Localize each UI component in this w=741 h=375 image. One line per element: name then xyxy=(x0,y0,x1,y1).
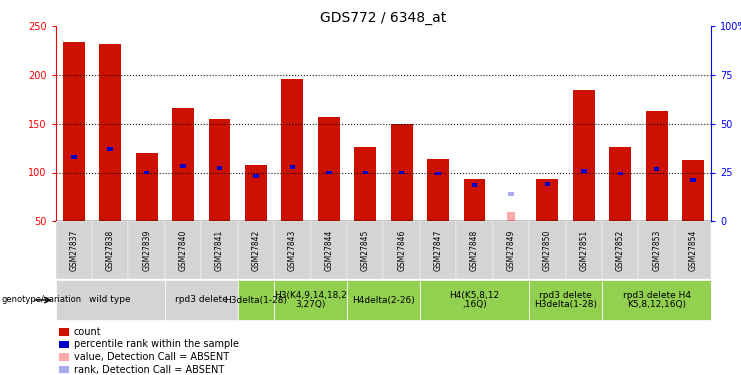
Bar xyxy=(326,171,331,174)
Text: GSM27842: GSM27842 xyxy=(251,230,260,271)
Text: H4(K5,8,12
,16Q): H4(K5,8,12 ,16Q) xyxy=(450,291,499,309)
Bar xyxy=(63,42,84,221)
Bar xyxy=(573,90,595,221)
Bar xyxy=(253,174,259,178)
Bar xyxy=(645,111,668,221)
Text: rpd3 delete
H3delta(1-28): rpd3 delete H3delta(1-28) xyxy=(534,291,597,309)
Text: GSM27851: GSM27851 xyxy=(579,230,588,271)
Text: rank, Detection Call = ABSENT: rank, Detection Call = ABSENT xyxy=(73,364,224,375)
Bar xyxy=(639,221,675,279)
Bar xyxy=(508,192,514,196)
Text: GSM27852: GSM27852 xyxy=(616,230,625,271)
Bar xyxy=(172,108,194,221)
Bar xyxy=(238,221,274,279)
Bar xyxy=(59,366,69,373)
Bar xyxy=(144,171,150,174)
Bar xyxy=(128,221,165,279)
Bar xyxy=(493,221,529,279)
Text: GSM27844: GSM27844 xyxy=(325,230,333,271)
Bar xyxy=(282,79,303,221)
Bar xyxy=(436,171,441,176)
Bar xyxy=(136,153,158,221)
Bar xyxy=(427,159,449,221)
Text: GSM27854: GSM27854 xyxy=(688,230,697,271)
Text: percentile rank within the sample: percentile rank within the sample xyxy=(73,339,239,350)
Text: genotype/variation: genotype/variation xyxy=(1,296,82,304)
Text: rpd3 delete H4
K5,8,12,16Q): rpd3 delete H4 K5,8,12,16Q) xyxy=(622,291,691,309)
Text: GSM27846: GSM27846 xyxy=(397,230,406,271)
Bar xyxy=(56,221,92,279)
Text: GSM27850: GSM27850 xyxy=(543,230,552,271)
Bar xyxy=(347,280,420,320)
Bar xyxy=(609,147,631,221)
Bar xyxy=(682,160,704,221)
Bar xyxy=(59,353,69,361)
Text: GSM27841: GSM27841 xyxy=(215,230,224,271)
Title: GDS772 / 6348_at: GDS772 / 6348_at xyxy=(320,11,447,25)
Bar xyxy=(362,171,368,174)
Bar xyxy=(274,280,347,320)
Bar xyxy=(529,221,565,279)
Bar xyxy=(245,165,267,221)
Text: GSM27848: GSM27848 xyxy=(470,230,479,271)
Bar xyxy=(565,221,602,279)
Bar xyxy=(472,183,477,187)
Bar xyxy=(165,221,202,279)
Bar xyxy=(290,165,295,169)
Text: H3delta(1-28): H3delta(1-28) xyxy=(225,296,288,304)
Bar xyxy=(354,147,376,221)
Text: value, Detection Call = ABSENT: value, Detection Call = ABSENT xyxy=(73,352,229,362)
Bar xyxy=(399,171,405,174)
Bar xyxy=(581,169,587,172)
Bar xyxy=(347,221,384,279)
Bar xyxy=(180,164,186,168)
Text: GSM27847: GSM27847 xyxy=(433,230,442,271)
Text: GSM27843: GSM27843 xyxy=(288,230,297,271)
Bar xyxy=(529,280,602,320)
Bar xyxy=(391,124,413,221)
Text: GSM27838: GSM27838 xyxy=(106,230,115,271)
Text: count: count xyxy=(73,327,102,337)
Text: GSM27840: GSM27840 xyxy=(179,230,187,271)
Bar xyxy=(202,221,238,279)
Text: H4delta(2-26): H4delta(2-26) xyxy=(352,296,415,304)
Text: H3(K4,9,14,18,2
3,27Q): H3(K4,9,14,18,2 3,27Q) xyxy=(274,291,347,309)
Bar xyxy=(456,221,493,279)
Text: GSM27839: GSM27839 xyxy=(142,230,151,271)
Bar xyxy=(384,221,420,279)
Bar xyxy=(310,221,347,279)
Bar xyxy=(602,221,639,279)
Text: wild type: wild type xyxy=(90,296,131,304)
Bar xyxy=(56,280,165,320)
Bar xyxy=(691,178,696,182)
Bar xyxy=(92,221,128,279)
Bar xyxy=(617,171,623,176)
Bar xyxy=(217,166,222,170)
Bar xyxy=(507,211,515,221)
Text: GSM27845: GSM27845 xyxy=(361,230,370,271)
Text: GSM27849: GSM27849 xyxy=(507,230,516,271)
Bar xyxy=(420,280,529,320)
Bar xyxy=(59,328,69,336)
Text: GSM27837: GSM27837 xyxy=(70,230,79,271)
Bar xyxy=(318,117,339,221)
Bar xyxy=(59,340,69,348)
Bar xyxy=(107,147,113,151)
Text: GSM27853: GSM27853 xyxy=(652,230,661,271)
Text: rpd3 delete: rpd3 delete xyxy=(175,296,227,304)
Bar xyxy=(464,179,485,221)
Bar xyxy=(208,119,230,221)
Bar xyxy=(165,280,238,320)
Bar xyxy=(71,155,76,159)
Bar xyxy=(602,280,711,320)
Bar xyxy=(545,182,550,186)
Bar xyxy=(99,44,121,221)
Bar xyxy=(238,280,274,320)
Bar xyxy=(274,221,310,279)
Bar xyxy=(675,221,711,279)
Bar xyxy=(420,221,456,279)
Bar xyxy=(654,166,659,171)
Bar xyxy=(536,179,559,221)
